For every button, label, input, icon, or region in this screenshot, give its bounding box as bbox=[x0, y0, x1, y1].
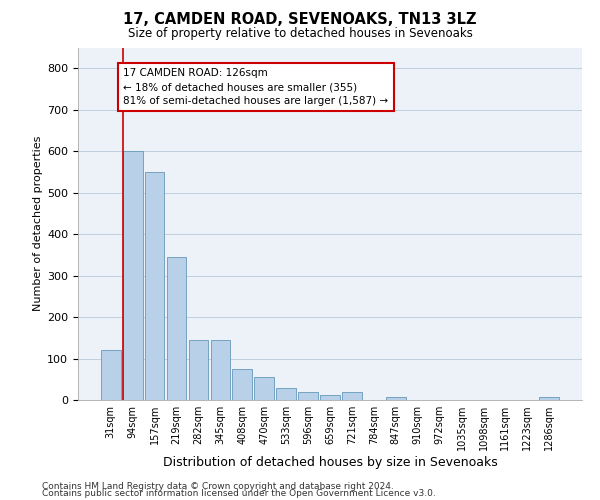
Text: Contains public sector information licensed under the Open Government Licence v3: Contains public sector information licen… bbox=[42, 490, 436, 498]
Text: Contains HM Land Registry data © Crown copyright and database right 2024.: Contains HM Land Registry data © Crown c… bbox=[42, 482, 394, 491]
Text: Size of property relative to detached houses in Sevenoaks: Size of property relative to detached ho… bbox=[128, 28, 472, 40]
Bar bbox=[188, 340, 208, 400]
Bar bbox=[298, 392, 318, 400]
Bar bbox=[539, 396, 559, 400]
Bar bbox=[145, 172, 164, 400]
Bar bbox=[167, 257, 187, 400]
Bar bbox=[386, 396, 406, 400]
Bar bbox=[101, 350, 121, 400]
Y-axis label: Number of detached properties: Number of detached properties bbox=[33, 136, 43, 312]
Bar bbox=[123, 151, 143, 400]
Bar bbox=[276, 388, 296, 400]
Bar bbox=[211, 340, 230, 400]
Bar bbox=[320, 394, 340, 400]
Text: 17 CAMDEN ROAD: 126sqm
← 18% of detached houses are smaller (355)
81% of semi-de: 17 CAMDEN ROAD: 126sqm ← 18% of detached… bbox=[124, 68, 389, 106]
Bar bbox=[254, 377, 274, 400]
Text: 17, CAMDEN ROAD, SEVENOAKS, TN13 3LZ: 17, CAMDEN ROAD, SEVENOAKS, TN13 3LZ bbox=[123, 12, 477, 28]
Bar bbox=[342, 392, 362, 400]
X-axis label: Distribution of detached houses by size in Sevenoaks: Distribution of detached houses by size … bbox=[163, 456, 497, 469]
Bar bbox=[232, 369, 252, 400]
